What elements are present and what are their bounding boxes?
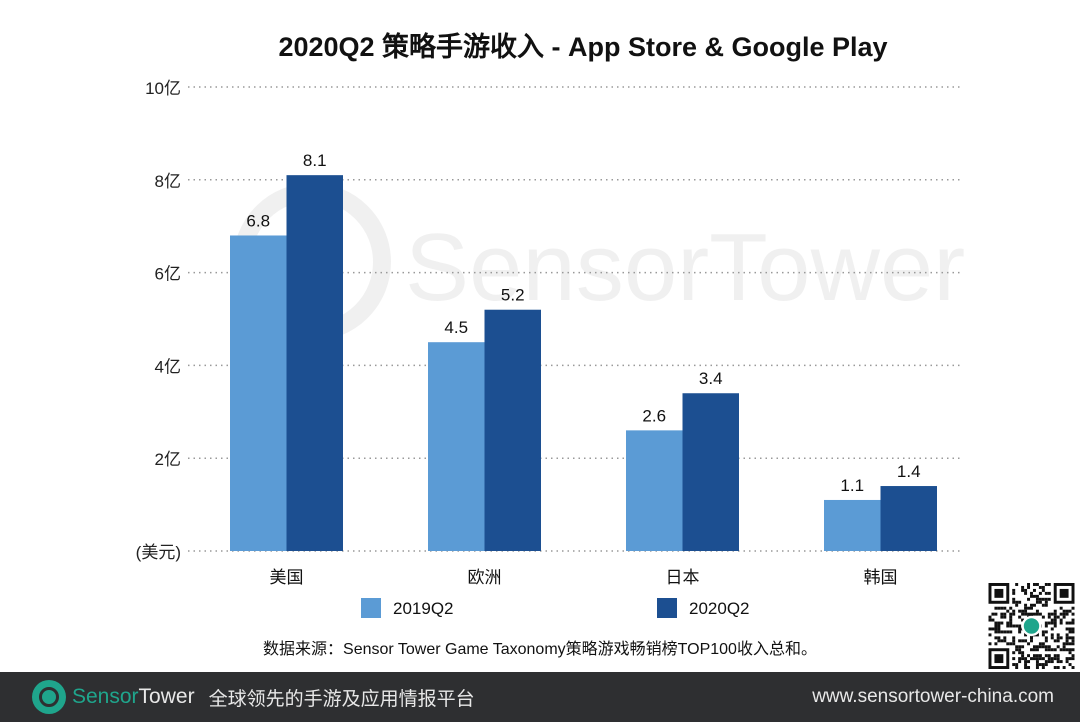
legend-label: 2020Q2 (689, 599, 750, 618)
y-tick-label: (美元) (136, 543, 181, 562)
bar-2020Q2-欧洲 (484, 309, 541, 551)
legend-swatch (657, 598, 677, 618)
bar-2020Q2-美国 (286, 175, 343, 551)
bar-2019Q2-欧洲 (428, 342, 485, 551)
bar-2019Q2-日本 (626, 430, 683, 551)
y-tick-label: 10亿 (145, 79, 181, 98)
watermark: SensorTower (405, 214, 965, 321)
data-label: 1.4 (897, 462, 921, 481)
data-label: 2.6 (642, 406, 666, 425)
x-tick-label: 日本 (666, 568, 700, 587)
data-label: 8.1 (303, 151, 327, 170)
data-label: 4.5 (444, 318, 468, 337)
data-label: 1.1 (840, 476, 864, 495)
bar-chart: SensorTower 2020Q2 策略手游收入 - App Store & … (136, 31, 966, 658)
source-note: 数据来源：Sensor Tower Game Taxonomy策略游戏畅销榜TO… (263, 640, 817, 658)
bar-2020Q2-韩国 (880, 486, 937, 551)
website-link[interactable]: www.sensortower-china.com (812, 686, 1054, 707)
x-tick-label: 欧洲 (468, 568, 502, 587)
legend-swatch (361, 598, 381, 618)
data-label: 5.2 (501, 286, 525, 305)
chart-title: 2020Q2 策略手游收入 - App Store & Google Play (278, 31, 887, 62)
x-tick-label: 美国 (270, 568, 304, 587)
y-tick-label: 2亿 (155, 450, 181, 469)
qr-code[interactable] (988, 583, 1075, 669)
data-label: 3.4 (699, 369, 723, 388)
y-tick-label: 4亿 (155, 357, 181, 376)
y-tick-label: 6亿 (155, 265, 181, 284)
bar-2019Q2-美国 (230, 235, 287, 552)
footer-bar: SensorTower 全球领先的手游及应用情报平台 www.sensortow… (0, 672, 1080, 722)
data-label: 6.8 (246, 211, 270, 230)
slogan: 全球领先的手游及应用情报平台 (208, 688, 475, 710)
y-tick-label: 8亿 (155, 172, 181, 191)
bar-2020Q2-日本 (682, 393, 739, 551)
bar-2019Q2-韩国 (824, 499, 881, 551)
x-tick-label: 韩国 (864, 568, 898, 587)
legend-label: 2019Q2 (393, 599, 454, 618)
brand-name: SensorTower (72, 685, 195, 708)
sensortower-logo-icon (32, 680, 66, 714)
